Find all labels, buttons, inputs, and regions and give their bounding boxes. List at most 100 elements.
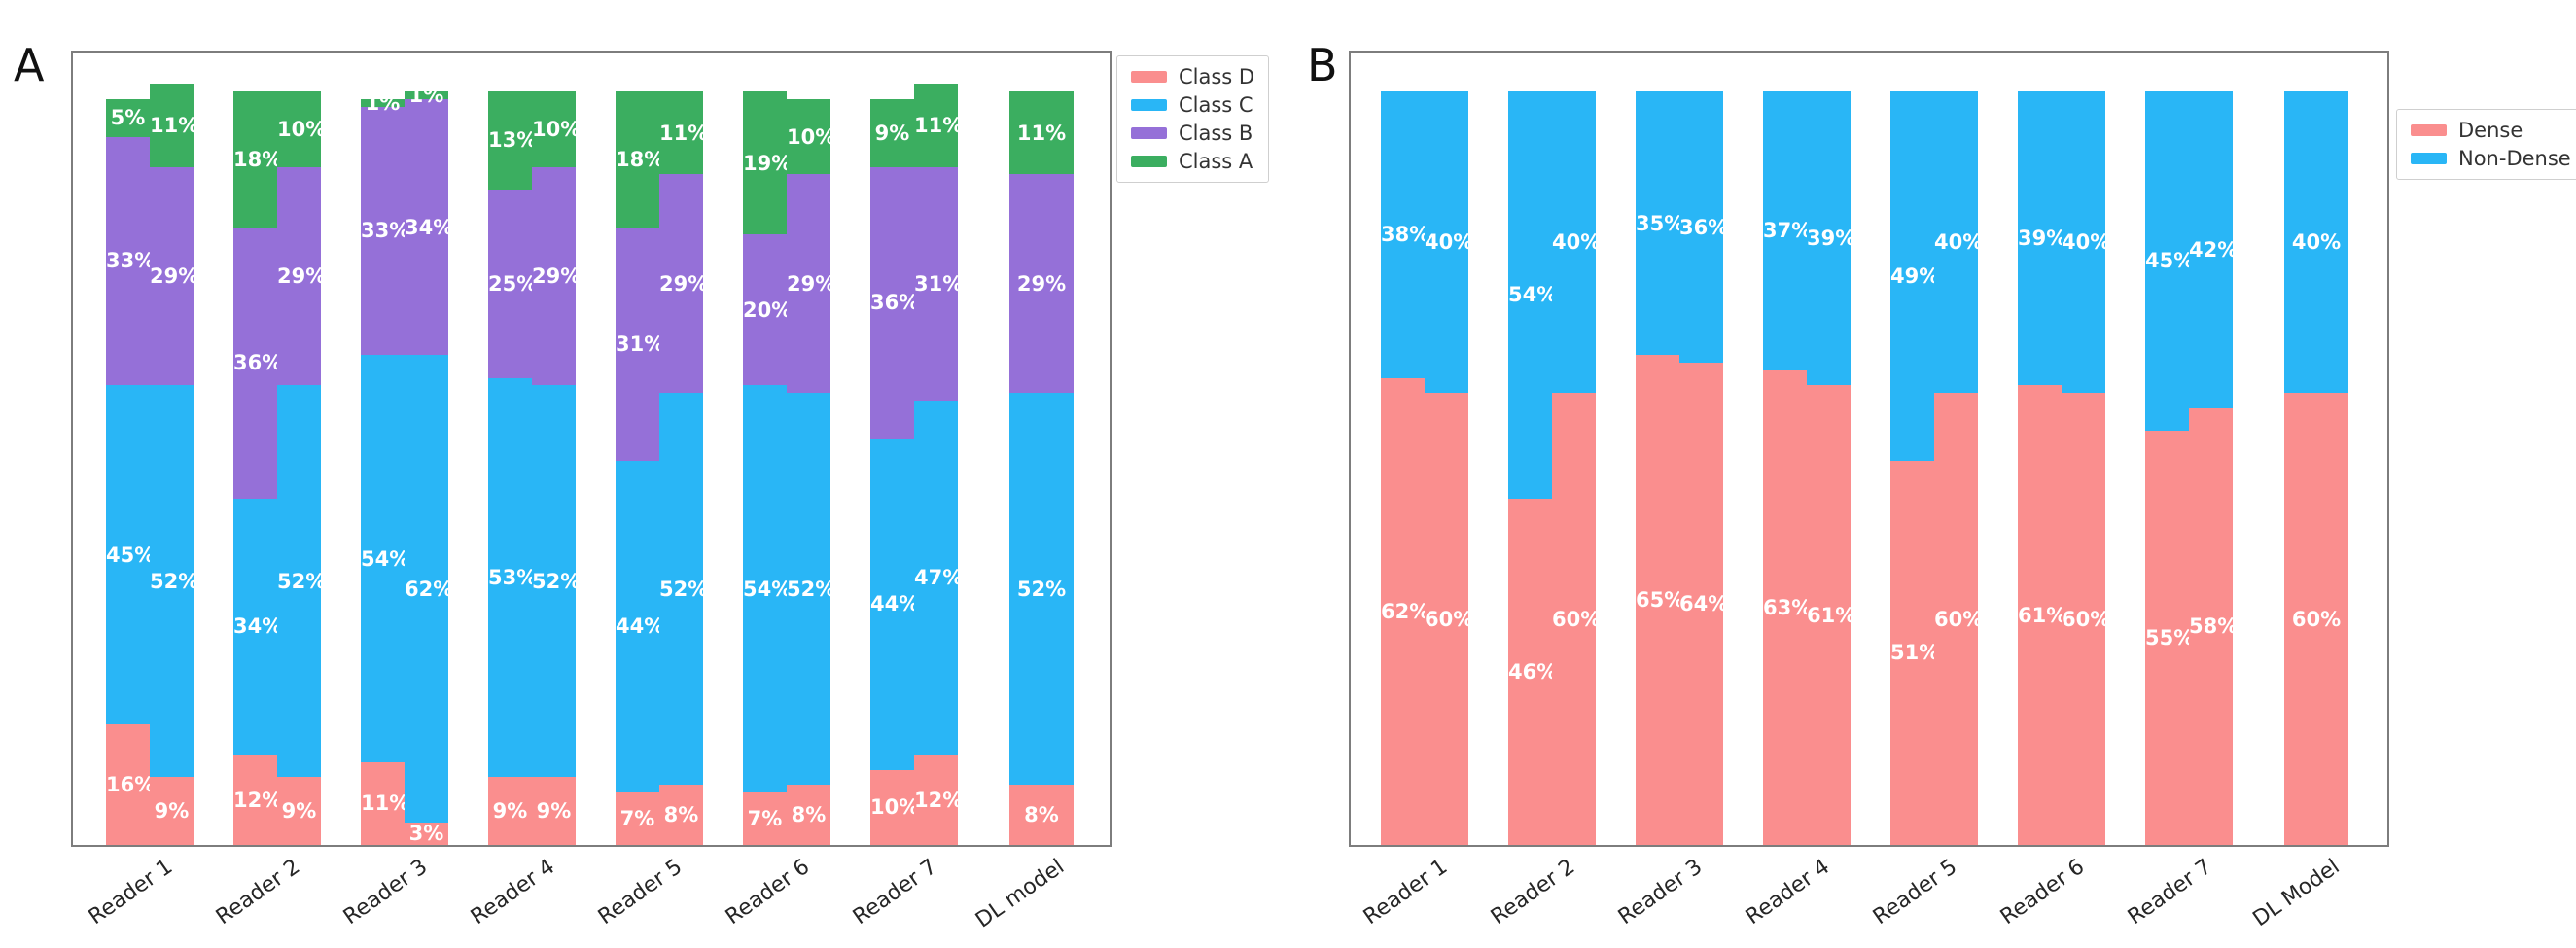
bar-value-label: 35% bbox=[1636, 211, 1685, 235]
bar-value-label: 34% bbox=[233, 614, 283, 639]
legend-label: Dense bbox=[2458, 119, 2523, 142]
legend-swatch-class-a bbox=[1131, 156, 1167, 167]
bar-segment-dense bbox=[1636, 355, 1679, 845]
bar-segment-class-a bbox=[870, 98, 914, 167]
bar-value-label: 51% bbox=[1890, 641, 1940, 665]
bar-segment-class-b bbox=[743, 234, 787, 386]
bar-segment-class-d bbox=[743, 791, 787, 845]
bar-segment-class-b bbox=[616, 227, 659, 461]
bar-value-label: 52% bbox=[532, 569, 582, 593]
bar-value-label: 31% bbox=[914, 271, 964, 296]
bar-segment-class-c bbox=[405, 355, 448, 823]
bar-segment-class-a bbox=[106, 98, 150, 137]
bar-value-label: 29% bbox=[532, 263, 582, 288]
bar-segment-class-c bbox=[914, 400, 958, 755]
bar-segment-non-dense bbox=[2062, 91, 2105, 393]
bar-value-label: 7% bbox=[747, 806, 783, 830]
bar-segment-class-a bbox=[150, 84, 194, 167]
bar-value-label: 52% bbox=[150, 569, 199, 593]
bar-value-label: 33% bbox=[106, 249, 156, 273]
bar-segment-class-d bbox=[488, 777, 532, 845]
bar-segment-dense bbox=[1934, 393, 1978, 845]
bar-segment-class-c bbox=[277, 385, 321, 778]
bar-segment-non-dense bbox=[1636, 91, 1679, 356]
x-tick-label: Reader 6 bbox=[1996, 855, 2090, 930]
bar-value-label: 65% bbox=[1636, 588, 1685, 613]
bar-value-label: 60% bbox=[1552, 607, 1602, 631]
bar-segment-class-c bbox=[787, 393, 830, 785]
bar-value-label: 12% bbox=[914, 788, 964, 812]
bar-value-label: 52% bbox=[659, 577, 709, 601]
x-tick-label: Reader 5 bbox=[594, 855, 688, 930]
bar-value-label: 18% bbox=[233, 147, 283, 171]
bar-value-label: 61% bbox=[1807, 603, 1856, 627]
bar-value-label: 11% bbox=[659, 121, 709, 145]
bar-segment-class-c bbox=[150, 385, 194, 778]
bar-value-label: 40% bbox=[2291, 230, 2342, 254]
bar-value-label: 37% bbox=[1763, 219, 1813, 243]
bar-segment-class-a bbox=[616, 91, 659, 228]
bar-segment-class-c bbox=[659, 393, 703, 785]
x-tick-label: DL model bbox=[971, 855, 1070, 933]
bar-value-label: 52% bbox=[787, 577, 836, 601]
bar-segment-class-a bbox=[787, 98, 830, 175]
bar-segment-dense bbox=[1425, 393, 1468, 845]
bar-value-label: 9% bbox=[492, 799, 528, 824]
bar-value-label: 9% bbox=[536, 799, 572, 824]
legend-label: Class C bbox=[1179, 93, 1253, 117]
bar-segment-class-a bbox=[361, 98, 405, 107]
bar-segment-class-c bbox=[1009, 393, 1074, 785]
bar-value-label: 1% bbox=[408, 83, 444, 107]
bar-value-label: 20% bbox=[743, 298, 793, 322]
bar-value-label: 31% bbox=[616, 332, 665, 356]
bar-segment-class-b bbox=[870, 166, 914, 439]
x-tick-label: Reader 7 bbox=[849, 855, 942, 930]
bar-value-label: 40% bbox=[1552, 230, 1602, 254]
bar-value-label: 8% bbox=[663, 803, 699, 826]
bar-value-label: 29% bbox=[787, 271, 836, 296]
bar-value-label: 54% bbox=[361, 546, 410, 571]
bar-value-label: 39% bbox=[2018, 227, 2067, 251]
legend-item-class-c: Class C bbox=[1131, 93, 1254, 117]
bar-value-label: 8% bbox=[1024, 803, 1059, 826]
bar-value-label: 62% bbox=[1381, 599, 1430, 623]
bar-segment-class-b bbox=[361, 106, 405, 356]
legend-label: Class D bbox=[1179, 65, 1255, 88]
bar-value-label: 29% bbox=[659, 271, 709, 296]
bar-value-label: 29% bbox=[150, 263, 199, 288]
bar-value-label: 55% bbox=[2145, 625, 2195, 650]
bar-value-label: 25% bbox=[488, 271, 538, 296]
bar-segment-non-dense bbox=[1552, 91, 1596, 393]
bar-value-label: 36% bbox=[233, 351, 283, 374]
bar-value-label: 10% bbox=[787, 124, 836, 149]
x-tick-label: Reader 5 bbox=[1869, 855, 1962, 930]
bar-value-label: 44% bbox=[616, 614, 665, 639]
bar-value-label: 9% bbox=[154, 799, 190, 824]
x-tick-label: Reader 4 bbox=[1742, 855, 1835, 930]
bar-value-label: 29% bbox=[277, 263, 327, 288]
x-tick-label: Reader 2 bbox=[212, 855, 305, 930]
bar-segment-class-b bbox=[488, 189, 532, 378]
legend-item-non-dense: Non-Dense bbox=[2411, 147, 2571, 170]
bar-segment-non-dense bbox=[1425, 91, 1468, 393]
bar-value-label: 42% bbox=[2189, 237, 2239, 262]
bar-segment-class-b bbox=[1009, 174, 1074, 393]
bar-value-label: 10% bbox=[277, 117, 327, 141]
bar-segment-class-c bbox=[488, 377, 532, 778]
bar-value-label: 52% bbox=[277, 569, 327, 593]
bar-value-label: 49% bbox=[1890, 263, 1940, 288]
bar-segment-dense bbox=[2145, 430, 2189, 845]
bar-segment-class-a bbox=[659, 91, 703, 175]
panel-a-plot: 16% 45% 33% 5% 9% 52% 29% 11% Reader 1 12% 34% 36% 1… bbox=[71, 51, 1112, 933]
bar-segment-class-b bbox=[659, 174, 703, 393]
bar-value-label: 39% bbox=[1807, 227, 1856, 251]
bar-value-label: 11% bbox=[361, 791, 410, 816]
bar-segment-class-b bbox=[405, 98, 448, 356]
bar-segment-class-a bbox=[233, 91, 277, 228]
bar-value-label: 38% bbox=[1381, 223, 1430, 247]
bar-value-label: 36% bbox=[870, 291, 920, 314]
bar-segment-non-dense bbox=[2189, 91, 2233, 408]
x-tick-label: DL Model bbox=[2248, 855, 2345, 932]
bar-segment-class-b bbox=[787, 174, 830, 393]
bar-value-label: 54% bbox=[1508, 283, 1558, 307]
